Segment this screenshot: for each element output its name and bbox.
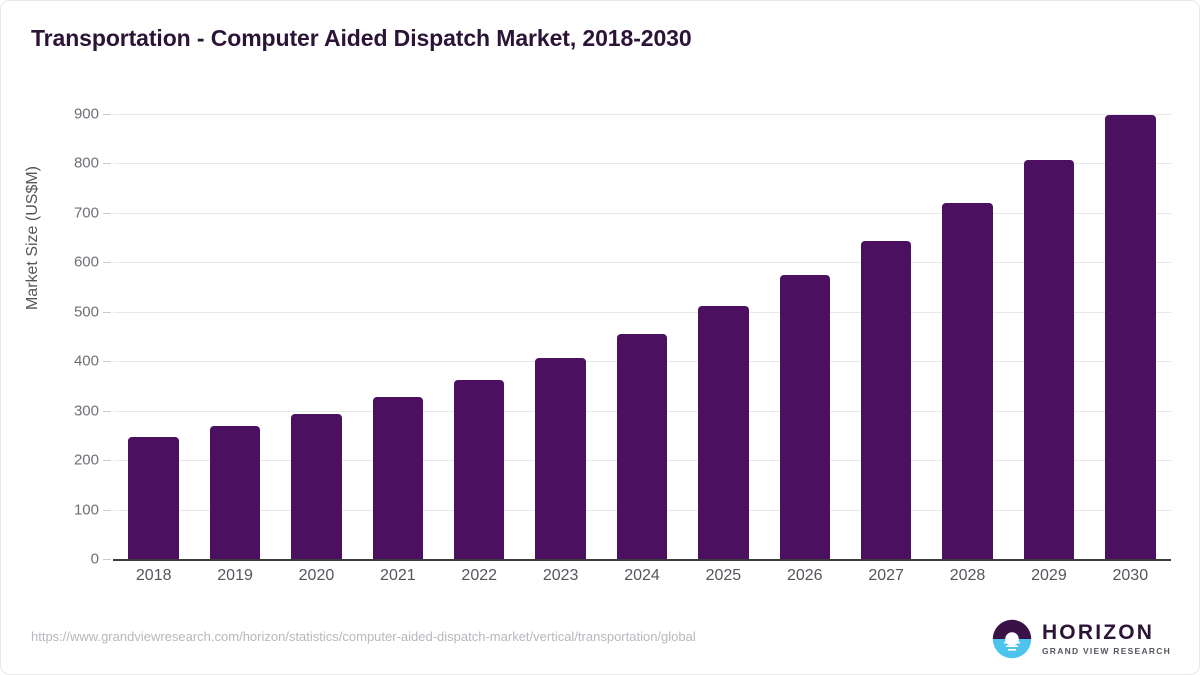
x-axis-tick-label: 2028 bbox=[949, 567, 986, 584]
bar-2029[interactable] bbox=[1023, 160, 1075, 559]
bar-2019[interactable] bbox=[209, 426, 261, 559]
y-axis-tick-marks bbox=[1, 114, 113, 560]
gridline bbox=[113, 212, 1171, 214]
y-axis-tick-label: 700 bbox=[73, 204, 99, 222]
y-axis-tick-label: 600 bbox=[73, 253, 99, 271]
y-axis-tick-mark bbox=[103, 114, 111, 115]
horizon-logo: HORIZON GRAND VIEW RESEARCH bbox=[992, 619, 1171, 659]
y-axis-tick-mark bbox=[103, 361, 111, 363]
y-axis-tick-label: 900 bbox=[73, 105, 99, 123]
bar-2028[interactable] bbox=[942, 202, 993, 559]
y-axis-tick-label: 800 bbox=[73, 154, 99, 172]
y-axis-tick-mark bbox=[103, 509, 111, 511]
x-axis-tick-label: 2020 bbox=[298, 567, 335, 584]
x-axis-tick-label: 2029 bbox=[1031, 567, 1067, 584]
x-axis-tick-label: 2021 bbox=[380, 567, 416, 584]
x-axis-tick-label: 2026 bbox=[786, 567, 823, 584]
bar-2024[interactable] bbox=[616, 334, 668, 559]
gridline bbox=[113, 114, 1171, 115]
bar-2022[interactable] bbox=[454, 379, 505, 559]
x-axis-tick-label: 2023 bbox=[542, 567, 579, 584]
y-axis-tick-labels: 0 100 200 300 400 500 600 700 800 900 bbox=[1, 106, 99, 568]
y-axis-tick-mark bbox=[103, 460, 111, 462]
y-axis-tick-mark bbox=[103, 311, 111, 313]
y-axis-tick-mark bbox=[103, 212, 111, 214]
source-url[interactable]: https://www.grandviewresearch.com/horizo… bbox=[31, 629, 696, 644]
y-axis-tick-label: 0 bbox=[90, 550, 99, 568]
y-axis-tick-label: 200 bbox=[73, 451, 99, 469]
x-axis-tick-labels: 2018 2019 2020 2021 2022 2023 2024 2025 2026 2027… bbox=[113, 567, 1171, 595]
x-axis-tick-label: 2030 bbox=[1112, 567, 1149, 584]
y-axis-tick-mark bbox=[103, 559, 111, 560]
gridline bbox=[113, 163, 1171, 165]
y-axis-tick-label: 500 bbox=[73, 303, 99, 321]
y-axis-tick-mark bbox=[103, 262, 111, 264]
y-axis-tick-label: 300 bbox=[73, 402, 99, 420]
bar-2025[interactable] bbox=[698, 306, 749, 559]
bar-2023[interactable] bbox=[535, 357, 586, 559]
x-axis-tick-label: 2022 bbox=[461, 567, 498, 584]
x-axis-tick-label: 2018 bbox=[135, 567, 172, 584]
x-axis-tick-label: 2024 bbox=[624, 567, 660, 584]
y-axis-tick-label: 100 bbox=[73, 501, 99, 519]
gridline bbox=[113, 262, 1171, 264]
y-axis-tick-mark bbox=[103, 163, 111, 165]
gridline bbox=[113, 311, 1171, 313]
logo-subtitle: GRAND VIEW RESEARCH bbox=[1041, 646, 1171, 657]
bar-2021[interactable] bbox=[372, 397, 424, 559]
bar-2026[interactable] bbox=[779, 275, 830, 559]
x-axis-tick-label: 2019 bbox=[217, 567, 253, 584]
x-axis-tick-label: 2025 bbox=[705, 567, 742, 584]
bar-2018[interactable] bbox=[128, 436, 179, 559]
bar-2020[interactable] bbox=[291, 413, 342, 559]
y-axis-title: Market Size (US$M) bbox=[24, 165, 41, 311]
y-axis-tick-label: 400 bbox=[73, 352, 99, 370]
logo-text: HORIZON GRAND VIEW RESEARCH bbox=[1042, 622, 1171, 656]
bar-2027[interactable] bbox=[860, 240, 912, 559]
y-axis-tick-mark bbox=[103, 410, 111, 412]
logo-title: HORIZON bbox=[1041, 621, 1155, 645]
bar-2030[interactable] bbox=[1105, 115, 1156, 559]
horizon-mark-icon bbox=[992, 619, 1032, 659]
page-title: Transportation - Computer Aided Dispatch… bbox=[31, 25, 692, 51]
plot-area bbox=[113, 114, 1171, 560]
x-axis-tick-label: 2027 bbox=[868, 567, 904, 584]
x-axis-line bbox=[113, 559, 1171, 561]
